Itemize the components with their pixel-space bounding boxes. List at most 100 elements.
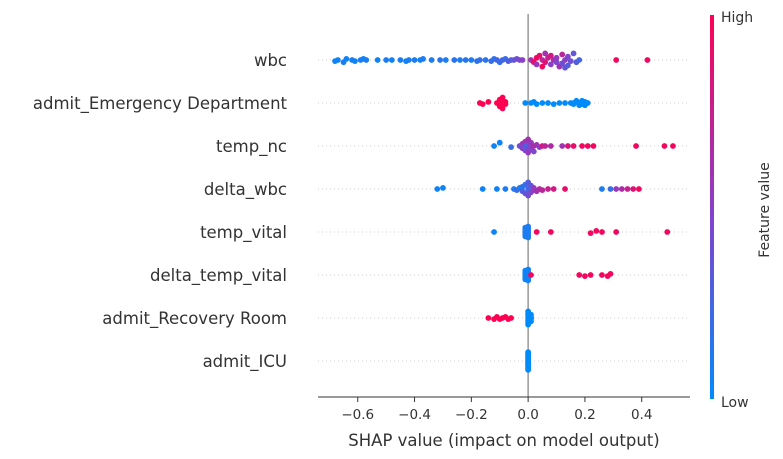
shap-point xyxy=(562,186,568,192)
shap-point xyxy=(397,57,404,63)
shap-point xyxy=(525,225,532,232)
shap-point xyxy=(533,229,540,235)
x-tick-label: 0.0 xyxy=(517,407,538,423)
shap-point xyxy=(542,59,549,66)
shap-point xyxy=(502,186,509,192)
shap-point xyxy=(405,57,412,63)
shap-point xyxy=(576,102,583,109)
feature-label: delta_wbc xyxy=(204,180,287,200)
shap-point xyxy=(491,229,497,235)
shap-point xyxy=(633,143,639,149)
shap-point xyxy=(664,229,671,235)
shap-point xyxy=(482,57,489,63)
shap-point xyxy=(525,350,532,357)
colorbar: High Low Feature value xyxy=(710,10,773,411)
feature-label: admit_Emergency Department xyxy=(33,94,288,114)
shap-point xyxy=(442,57,449,63)
shap-point xyxy=(545,100,551,106)
shap-point xyxy=(584,143,591,149)
shap-point xyxy=(519,57,526,63)
feature-label: admit_ICU xyxy=(203,352,287,372)
shap-point xyxy=(530,148,537,155)
x-tick-label: 0.2 xyxy=(574,407,595,423)
shap-point xyxy=(499,94,506,101)
shap-point xyxy=(508,144,514,151)
shap-point xyxy=(582,102,588,109)
shap-point xyxy=(522,100,529,106)
shap-point xyxy=(613,57,620,63)
shap-point xyxy=(570,100,577,106)
x-axis-title: SHAP value (impact on model output) xyxy=(348,431,659,450)
shap-point xyxy=(476,57,483,63)
shap-point xyxy=(545,186,551,192)
shap-point xyxy=(437,57,444,63)
shap-point xyxy=(579,97,585,104)
shap-point xyxy=(607,186,614,192)
shap-point xyxy=(570,50,577,57)
colorbar-low-label: Low xyxy=(721,395,749,411)
shap-point xyxy=(542,143,549,149)
shap-point xyxy=(661,143,668,149)
shap-point xyxy=(499,105,506,112)
shap-point xyxy=(528,272,534,278)
shap-point xyxy=(533,101,540,107)
shap-point xyxy=(499,100,506,106)
shap-point xyxy=(468,57,475,63)
shap-point xyxy=(428,57,435,63)
colorbar-gradient xyxy=(710,15,714,399)
feature-label: wbc xyxy=(254,51,287,70)
shap-point xyxy=(564,143,571,149)
shap-point xyxy=(494,186,500,192)
shap-point xyxy=(383,57,390,63)
shap-point xyxy=(479,101,486,107)
shap-point xyxy=(479,186,486,192)
shap-point xyxy=(562,100,568,106)
shap-point xyxy=(547,52,554,59)
shap-point xyxy=(599,229,605,235)
shap-point xyxy=(590,143,597,149)
shap-point xyxy=(334,57,341,63)
shap-point xyxy=(559,143,566,149)
x-axis: −0.6 −0.4 −0.2 0.0 0.2 0.4 xyxy=(318,396,690,423)
shap-point xyxy=(599,186,605,192)
shap-point xyxy=(559,51,566,58)
shap-point xyxy=(547,143,554,149)
shap-point xyxy=(547,61,554,68)
shap-point xyxy=(553,54,560,61)
shap-point xyxy=(599,272,605,278)
shap-point xyxy=(582,273,588,279)
shap-point xyxy=(522,143,529,149)
colorbar-title: Feature value xyxy=(757,162,773,258)
shap-point xyxy=(624,186,631,192)
shap-point xyxy=(451,57,458,63)
shap-point xyxy=(630,186,637,192)
shap-point xyxy=(363,57,370,63)
shap-point xyxy=(343,56,350,62)
feature-label: temp_nc xyxy=(216,137,287,157)
shap-point xyxy=(547,229,554,235)
shap-point xyxy=(536,52,543,59)
shap-point xyxy=(388,57,395,63)
colorbar-high-label: High xyxy=(721,10,753,26)
feature-labels: wbc admit_Emergency Department temp_ncdelt… xyxy=(33,51,288,372)
shap-point xyxy=(613,186,620,192)
shap-point xyxy=(570,143,577,149)
shap-point xyxy=(528,315,534,321)
shap-point xyxy=(567,58,574,64)
shap-point xyxy=(539,100,546,106)
feature-label: temp_vital xyxy=(200,223,287,243)
shap-point xyxy=(635,186,642,192)
shap-point xyxy=(508,315,514,321)
shap-point xyxy=(553,59,560,66)
shap-point xyxy=(525,232,532,239)
shap-point xyxy=(434,186,441,192)
shap-point xyxy=(462,57,469,63)
shap-point xyxy=(533,61,540,68)
shap-point xyxy=(420,56,426,62)
shap-point xyxy=(576,57,583,63)
shap-point xyxy=(485,315,492,321)
shap-point xyxy=(550,186,557,192)
shap-point xyxy=(440,185,446,191)
shap-point xyxy=(587,272,594,278)
